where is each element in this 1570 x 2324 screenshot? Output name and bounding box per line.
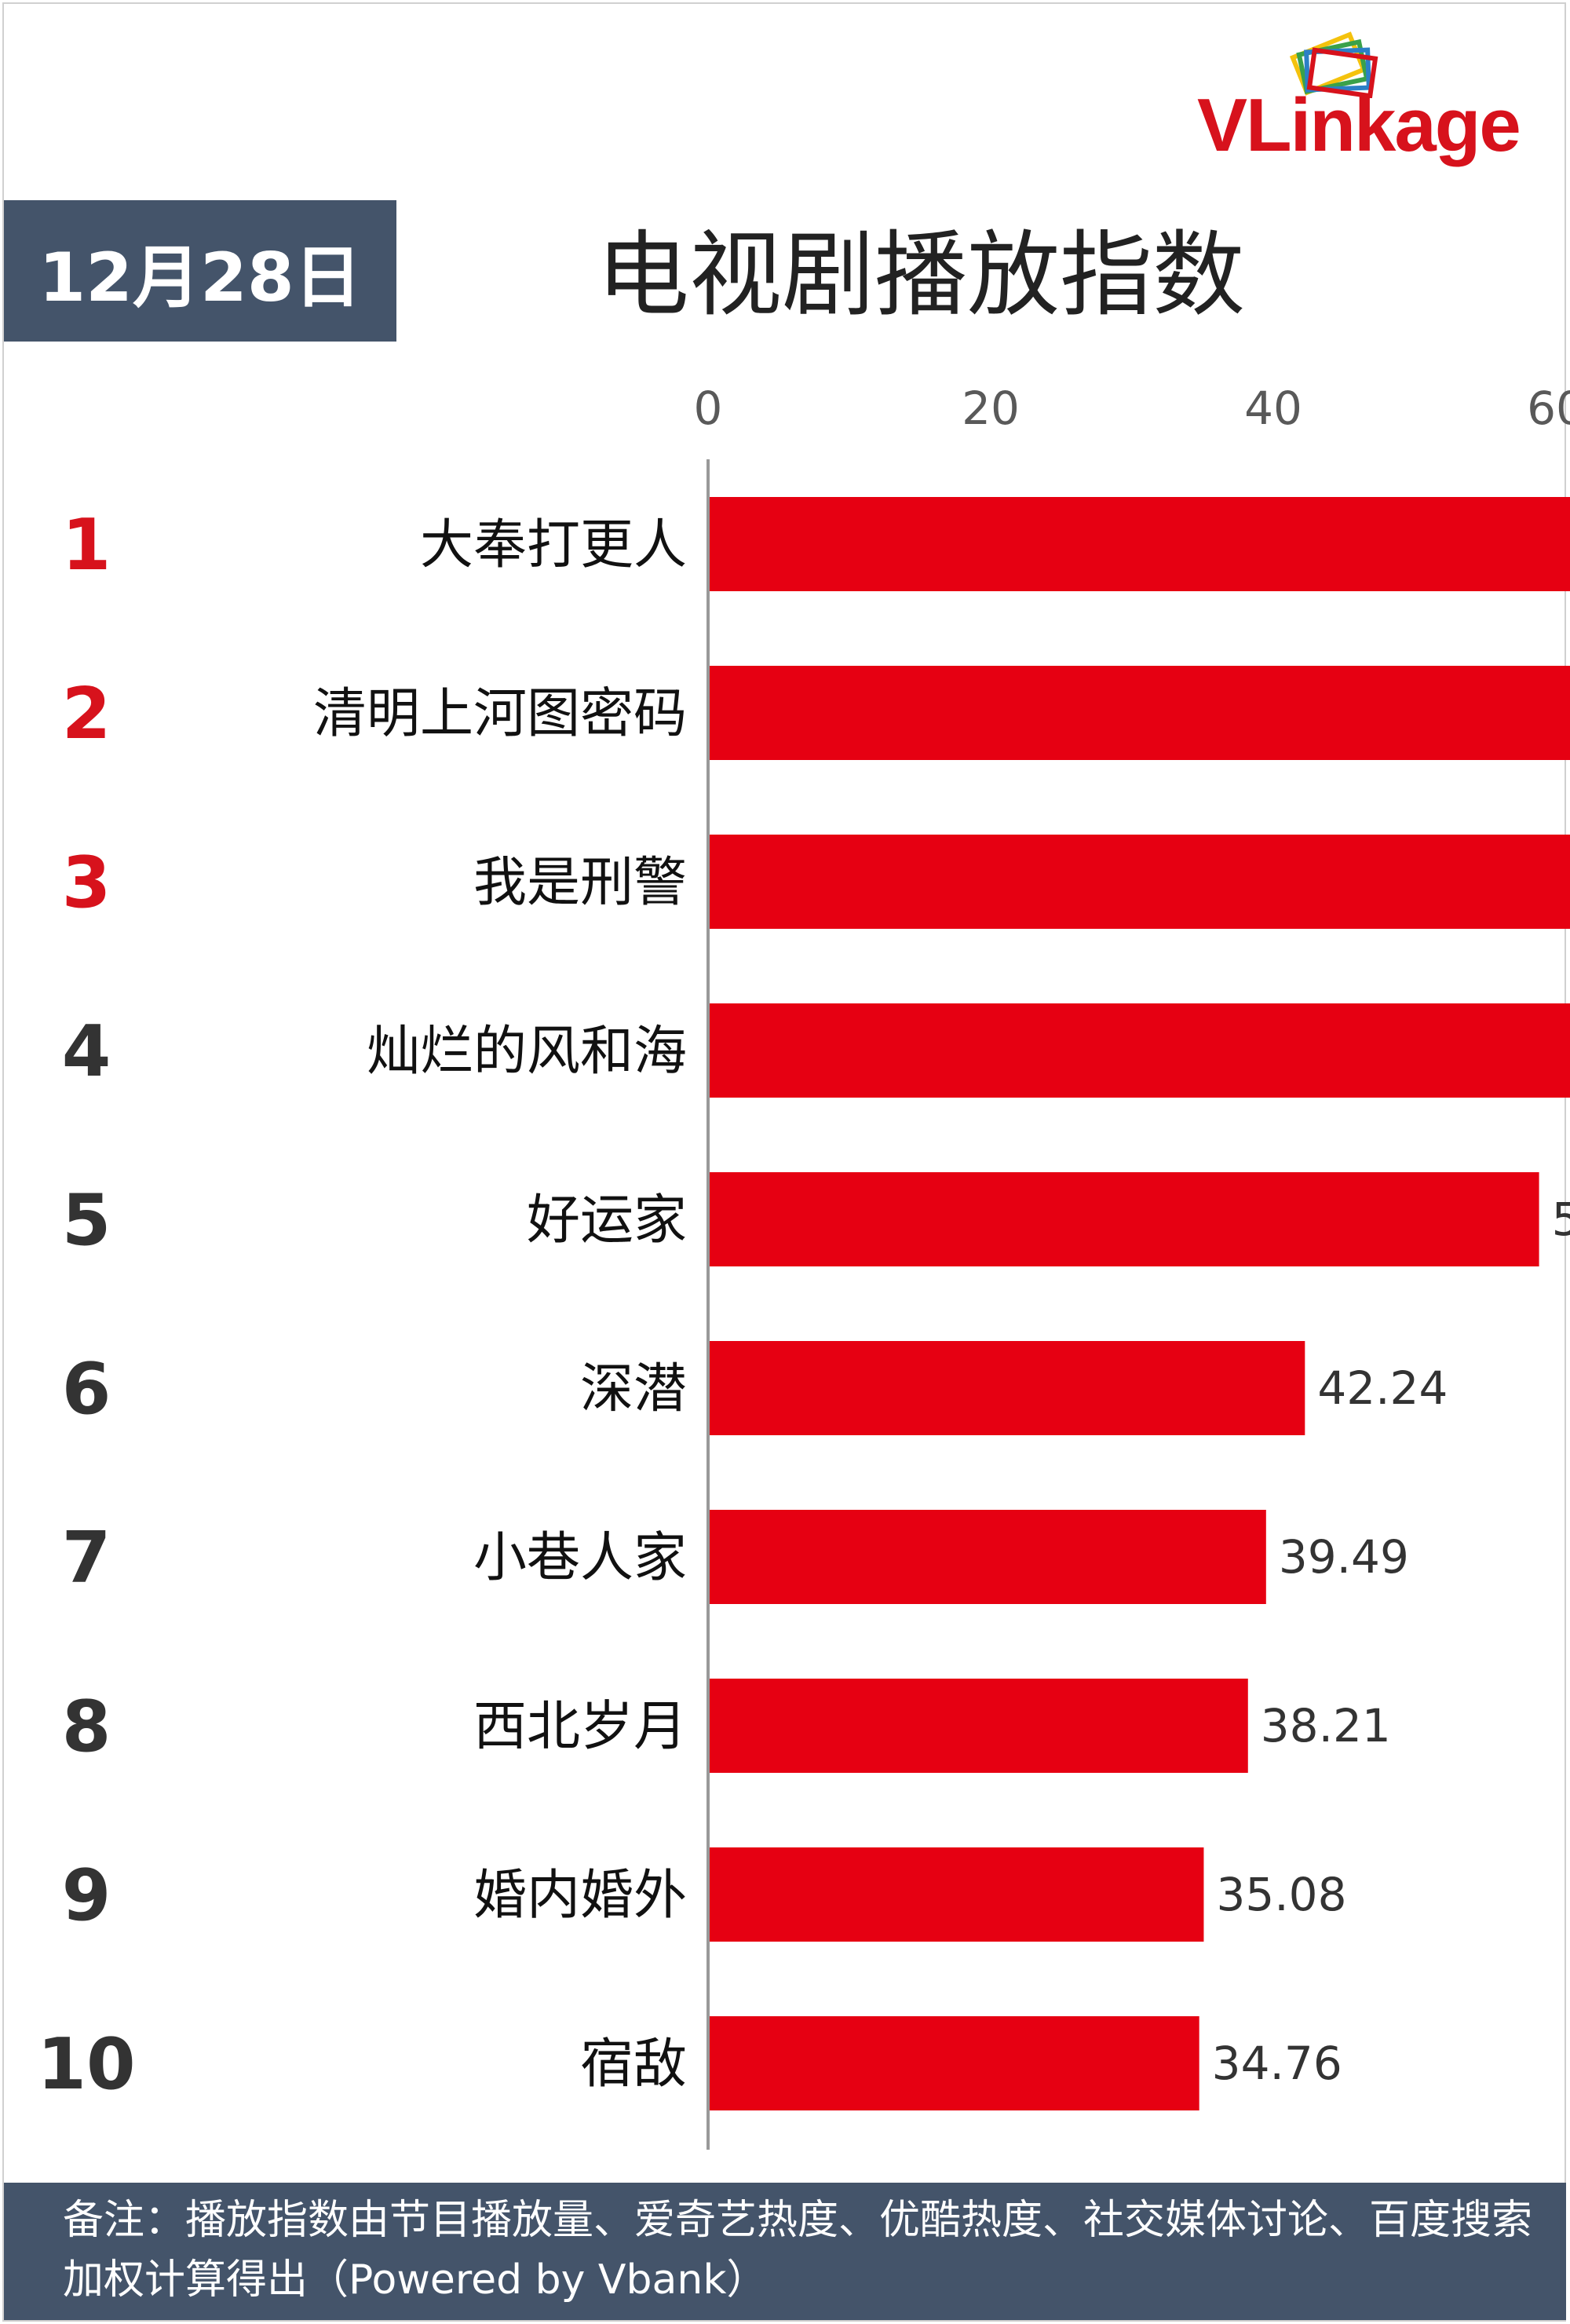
category-label: 西北岁月 [473, 1696, 687, 1758]
chart-rows: 1大奉打更人85.442清明上河图密码80.323我是刑警78.114灿烂的风和… [37, 497, 1570, 2110]
bar [708, 1003, 1570, 1098]
x-tick-label: 40 [1244, 382, 1302, 435]
value-label: 42.24 [1317, 1361, 1448, 1415]
value-label: 34.76 [1212, 2037, 1342, 2090]
bar [708, 1679, 1248, 1773]
rank-label: 5 [62, 1179, 111, 1262]
category-label: 深潜 [580, 1358, 687, 1420]
chart-row: 4灿烂的风和海66.35 [62, 1003, 1570, 1098]
bar [708, 1847, 1204, 1942]
category-label: 婚内婚外 [473, 1865, 687, 1927]
bar [708, 497, 1570, 591]
chart-row: 8 西北岁月 38.21 [62, 1679, 1391, 1773]
chart-row: 7 小巷人家 39.49 [62, 1510, 1409, 1604]
bar [708, 1341, 1305, 1435]
rank-label: 6 [62, 1348, 111, 1431]
chart-row: 9 婚内婚外 35.08 [62, 1847, 1346, 1942]
category-label: 小巷人家 [473, 1527, 687, 1589]
rank-label: 1 [62, 504, 111, 586]
x-tick-label: 20 [962, 382, 1020, 435]
category-label: 大奉打更人 [420, 514, 687, 576]
bar [708, 835, 1570, 929]
vlinkage-logo: VLinkage [1189, 27, 1558, 177]
bar [708, 1172, 1539, 1266]
category-label: 清明上河图密码 [313, 683, 687, 745]
rank-label: 10 [37, 2023, 135, 2106]
bar-chart: 020406080100 1大奉打更人85.442清明上河图密码80.323我是… [37, 382, 1570, 2150]
x-tick-label: 0 [694, 382, 723, 435]
value-label: 39.49 [1279, 1530, 1409, 1584]
rank-label: 8 [62, 1686, 111, 1768]
rank-label: 9 [62, 1854, 111, 1937]
chart-title: 电视剧播放指数 [597, 221, 1246, 329]
x-axis-ticks: 020406080100 [694, 382, 1570, 435]
category-label: 灿烂的风和海 [367, 1021, 687, 1083]
rank-label: 2 [62, 673, 111, 755]
value-label: 58.81 [1552, 1193, 1570, 1246]
rank-label: 7 [62, 1517, 111, 1599]
chart-row: 3我是刑警78.11 [62, 835, 1570, 929]
stacked-cards-icon [1289, 31, 1378, 98]
value-label: 38.21 [1261, 1699, 1391, 1752]
chart-row: 2清明上河图密码80.32 [62, 666, 1570, 760]
rank-label: 3 [62, 842, 111, 924]
logo-wordmark: VLinkage [1197, 83, 1521, 167]
x-tick-label: 60 [1527, 382, 1570, 435]
rank-label: 4 [62, 1010, 111, 1093]
bar [708, 2016, 1199, 2110]
chart-row: 10 宿敌 34.76 [37, 2016, 1342, 2110]
chart-row: 5 好运家 58.81 [62, 1172, 1570, 1266]
chart-row: 6 深潜 42.24 [62, 1341, 1448, 1435]
date-badge: 12月28日 [4, 200, 396, 342]
chart-row: 1大奉打更人85.44 [62, 497, 1570, 591]
bar [708, 666, 1570, 760]
category-label: 宿敌 [580, 2034, 687, 2096]
category-label: 我是刑警 [473, 852, 687, 914]
category-label: 好运家 [527, 1189, 687, 1252]
bar [708, 1510, 1266, 1604]
value-label: 35.08 [1216, 1868, 1346, 1921]
footer-note: 备注：播放指数由节目播放量、爱奇艺热度、优酷热度、社交媒体讨论、百度搜索加权计算… [4, 2183, 1566, 2320]
